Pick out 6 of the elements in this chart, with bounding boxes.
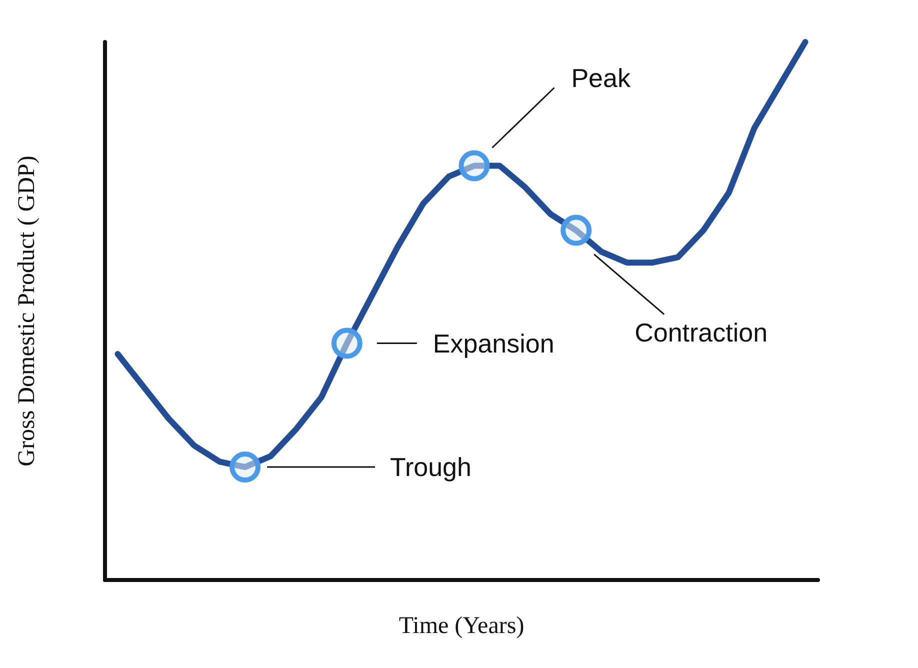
- annotation: Contraction: [634, 318, 768, 348]
- x-axis-title: Time (Years): [398, 613, 524, 639]
- annotation: Expansion: [432, 328, 554, 358]
- y-axis-title: Gross Domestic Product ( GDP): [14, 156, 40, 466]
- annotation: Peak: [571, 62, 632, 93]
- annotation: Trough: [390, 452, 472, 482]
